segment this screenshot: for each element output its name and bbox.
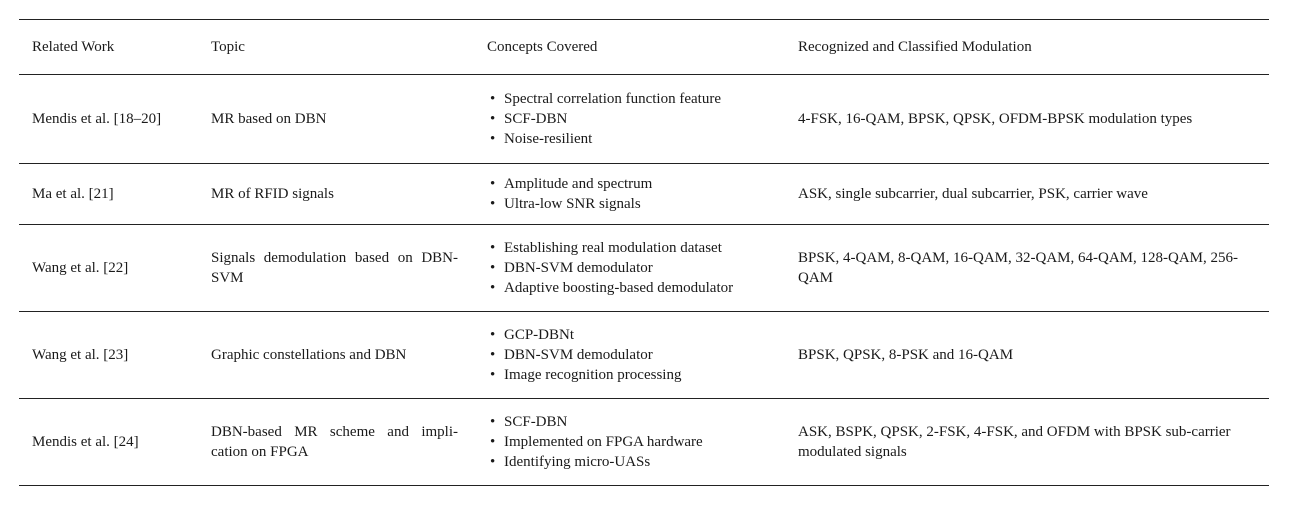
related-work-table: Related Work Topic Concepts Covered Reco… bbox=[19, 19, 1269, 486]
header-modulation: Recognized and Classified Modulation bbox=[798, 38, 1032, 55]
cell-concepts: GCP-DBNt DBN-SVM demodulator Image recog… bbox=[474, 312, 785, 399]
cell-modulation: 4-FSK, 16-QAM, BPSK, QPSK, OFDM-BPSK mod… bbox=[798, 111, 1193, 127]
cell-modulation: ASK, single subcarrier, dual subcarrier,… bbox=[798, 186, 1148, 202]
concept-item: Spectral correlation function feature bbox=[490, 89, 785, 109]
cell-topic: Signals demodulation based on DBN-SVM bbox=[211, 250, 458, 286]
concept-item: SCF-DBN bbox=[490, 109, 785, 129]
cell-related-work: Mendis et al. [18–20] bbox=[32, 111, 162, 127]
table-row: Wang et al. [23] Graphic constellations … bbox=[19, 312, 1269, 399]
table-body: Mendis et al. [18–20] MR based on DBN Sp… bbox=[19, 75, 1269, 486]
table-row: Wang et al. [22] Signals demodulation ba… bbox=[19, 225, 1269, 312]
concepts-list: Establishing real modulation dataset DBN… bbox=[487, 238, 785, 298]
cell-topic: MR of RFID signals bbox=[211, 186, 334, 202]
concept-item: Ultra-low SNR signals bbox=[490, 194, 785, 214]
concepts-list: Amplitude and spectrum Ultra-low SNR sig… bbox=[487, 174, 785, 214]
comparison-table-container: Related Work Topic Concepts Covered Reco… bbox=[19, 19, 1269, 486]
concept-item: Establishing real modulation dataset bbox=[490, 238, 785, 258]
concept-item: DBN-SVM demodulator bbox=[490, 345, 785, 365]
concept-item: Adaptive boosting-based demodulator bbox=[490, 278, 785, 298]
cell-topic: DBN-based MR scheme and impli-cation on … bbox=[211, 424, 458, 460]
cell-concepts: Spectral correlation function feature SC… bbox=[474, 75, 785, 164]
header-topic: Topic bbox=[211, 38, 245, 55]
concept-item: SCF-DBN bbox=[490, 412, 785, 432]
cell-related-work: Wang et al. [23] bbox=[32, 347, 129, 363]
concept-item: DBN-SVM demodulator bbox=[490, 258, 785, 278]
concept-item: GCP-DBNt bbox=[490, 325, 785, 345]
table-row: Mendis et al. [18–20] MR based on DBN Sp… bbox=[19, 75, 1269, 164]
table-row: Ma et al. [21] MR of RFID signals Amplit… bbox=[19, 164, 1269, 225]
cell-concepts: Amplitude and spectrum Ultra-low SNR sig… bbox=[474, 164, 785, 225]
header-related-work: Related Work bbox=[32, 38, 115, 55]
cell-topic: MR based on DBN bbox=[211, 111, 327, 127]
concepts-list: SCF-DBN Implemented on FPGA hardware Ide… bbox=[487, 412, 785, 472]
concept-item: Noise-resilient bbox=[490, 129, 785, 149]
concept-item: Identifying micro-UASs bbox=[490, 452, 785, 472]
cell-topic: Graphic constellations and DBN bbox=[211, 347, 407, 363]
cell-related-work: Wang et al. [22] bbox=[32, 260, 129, 276]
concept-item: Implemented on FPGA hardware bbox=[490, 432, 785, 452]
header-row: Related Work Topic Concepts Covered Reco… bbox=[19, 19, 1269, 75]
header-concepts: Concepts Covered bbox=[487, 38, 598, 55]
table-header: Related Work Topic Concepts Covered Reco… bbox=[19, 19, 1269, 75]
cell-concepts: SCF-DBN Implemented on FPGA hardware Ide… bbox=[474, 399, 785, 486]
cell-related-work: Mendis et al. [24] bbox=[32, 434, 139, 450]
cell-modulation: BPSK, QPSK, 8-PSK and 16-QAM bbox=[798, 347, 1014, 363]
cell-modulation: BPSK, 4-QAM, 8-QAM, 16-QAM, 32-QAM, 64-Q… bbox=[798, 250, 1239, 286]
concept-item: Amplitude and spectrum bbox=[490, 174, 785, 194]
cell-related-work: Ma et al. [21] bbox=[32, 186, 114, 202]
cell-concepts: Establishing real modulation dataset DBN… bbox=[474, 225, 785, 312]
concept-item: Image recognition processing bbox=[490, 365, 785, 385]
concepts-list: GCP-DBNt DBN-SVM demodulator Image recog… bbox=[487, 325, 785, 385]
table-row: Mendis et al. [24] DBN-based MR scheme a… bbox=[19, 399, 1269, 486]
concepts-list: Spectral correlation function feature SC… bbox=[487, 89, 785, 149]
cell-modulation: ASK, BSPK, QPSK, 2-FSK, 4-FSK, and OFDM … bbox=[798, 424, 1231, 460]
